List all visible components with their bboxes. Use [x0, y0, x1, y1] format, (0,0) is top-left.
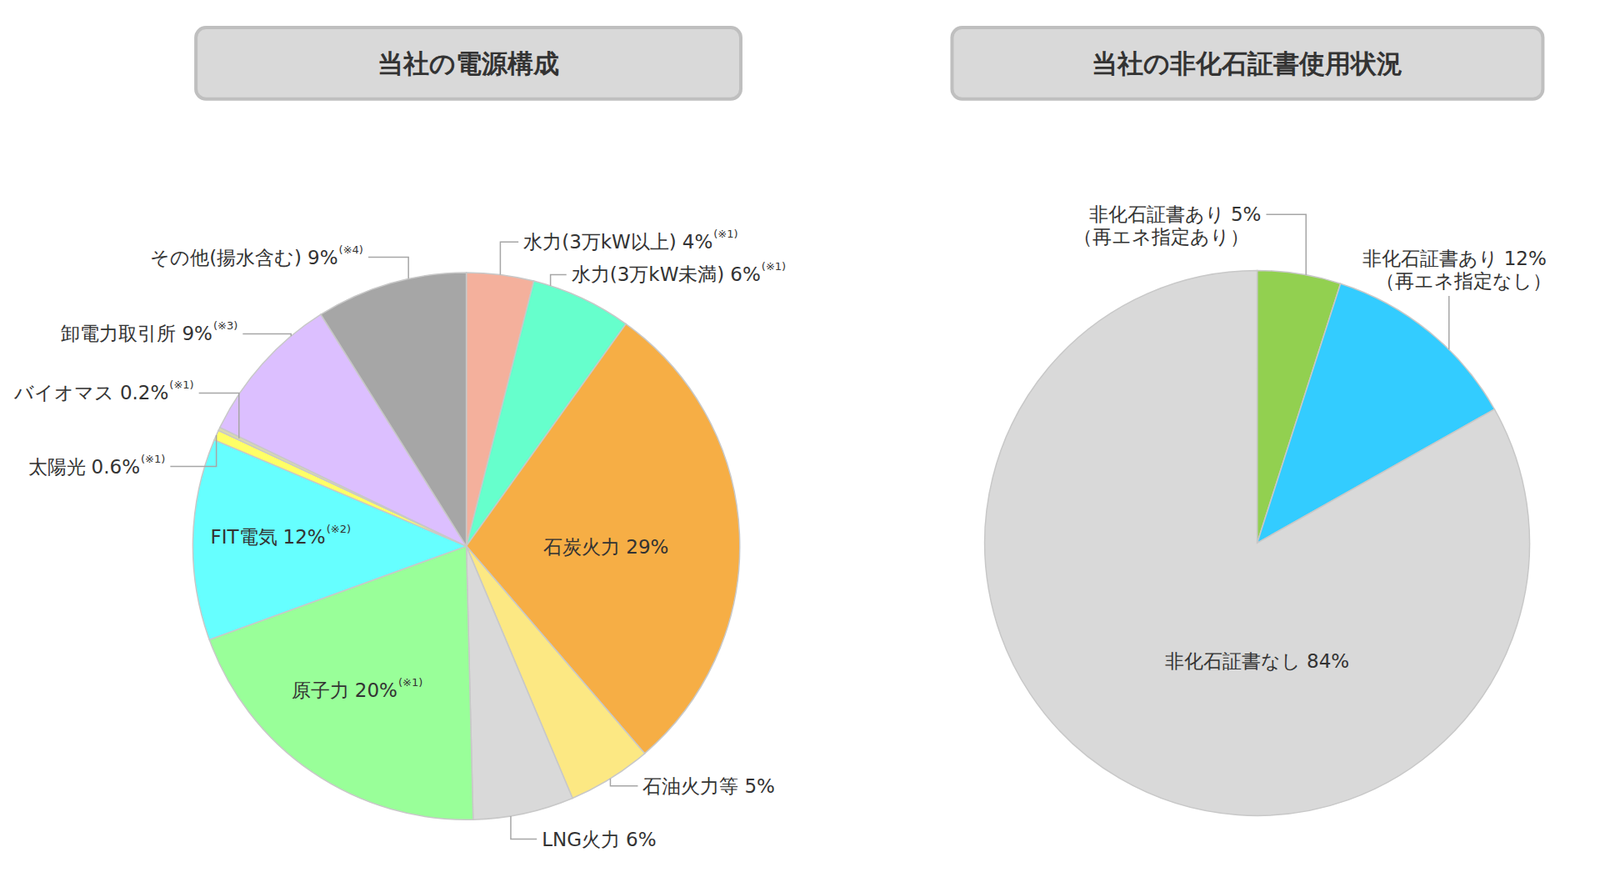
pie-slice: [320, 272, 467, 546]
value-label: 9%: [307, 246, 339, 269]
title-box: [195, 27, 741, 100]
note-mark: (※3): [213, 320, 238, 333]
sub-label: （再エネ指定あり）: [1073, 225, 1250, 248]
value-label: 12%: [1504, 247, 1547, 270]
leader-line: [199, 392, 240, 438]
data-label: 非化石証書なし84%: [1165, 650, 1350, 672]
category-label: 非化石証書あり: [1362, 247, 1499, 270]
category-label: 卸電力取引所: [60, 322, 176, 345]
data-label: 水力(3万kW以上)4%(※1): [523, 228, 738, 254]
value-label: 20%: [355, 679, 398, 701]
leader-line: [170, 435, 216, 467]
title-box: [951, 27, 1543, 100]
chart-title: 当社の非化石証書使用状況: [1091, 48, 1403, 79]
category-label: 原子力: [291, 679, 350, 701]
labels: 非化石証書あり5%（再エネ指定あり）非化石証書あり12%（再エネ指定なし）非化石…: [1073, 203, 1552, 672]
value-label: 84%: [1306, 650, 1350, 672]
note-mark: (※1): [169, 379, 194, 392]
category-label: その他(揚水含む): [150, 246, 302, 269]
chart-canvas: 当社の電源構成水力(3万kW以上)4%(※1)水力(3万kW未満)6%(※1)石…: [0, 0, 1600, 877]
data-label: 原子力20%(※1): [291, 675, 423, 701]
pie-slice: [985, 270, 1530, 815]
leader-line: [500, 241, 519, 275]
data-label: 石油火力等5%: [642, 775, 775, 797]
note-mark: (※1): [761, 260, 786, 274]
value-label: 9%: [181, 322, 213, 345]
data-label: バイオマス0.2%(※1): [13, 379, 195, 405]
value-label: 29%: [625, 535, 669, 558]
note-mark: (※4): [339, 243, 364, 256]
note-mark: (※1): [140, 452, 165, 465]
pie-chart: 当社の電源構成水力(3万kW以上)4%(※1)水力(3万kW未満)6%(※1)石…: [13, 27, 786, 850]
data-label: 非化石証書あり5%: [1089, 203, 1262, 225]
labels: 水力(3万kW以上)4%(※1)水力(3万kW未満)6%(※1)石炭火力29%石…: [13, 228, 786, 850]
data-label: 水力(3万kW未満)6%(※1): [571, 260, 786, 286]
pie-slice: [466, 545, 573, 820]
category-label: バイオマス: [13, 381, 115, 404]
note-mark: (※2): [326, 522, 351, 535]
leader-line: [1265, 214, 1306, 275]
category-label: 水力(3万kW以上): [523, 230, 677, 253]
leader-line: [1448, 295, 1450, 350]
data-label: 太陽光0.6%(※1): [28, 452, 166, 478]
data-label: その他(揚水含む)9%(※4): [150, 243, 364, 269]
data-label: 非化石証書あり12%: [1362, 247, 1547, 270]
leader-line: [368, 257, 409, 280]
leader-line: [550, 274, 567, 285]
category-label: 太陽光: [28, 455, 86, 478]
data-label: LNG火力6%: [541, 828, 656, 850]
category-label: 石炭火力: [543, 535, 620, 558]
value-label: 6%: [730, 263, 761, 285]
value-label: 0.2%: [120, 381, 169, 404]
data-label: 石炭火力29%: [543, 535, 669, 558]
chart-title: 当社の電源構成: [377, 48, 560, 79]
data-label: 卸電力取引所9%(※3): [60, 320, 238, 345]
category-label: 石油火力等: [642, 775, 739, 797]
data-label: FIT電気 12%(※2): [210, 522, 351, 548]
value-label: 6%: [625, 828, 657, 850]
note-mark: (※1): [713, 228, 738, 241]
value-label: 5%: [1230, 203, 1262, 225]
category-label: FIT電気: [210, 525, 277, 548]
pie-chart: 当社の非化石証書使用状況非化石証書あり5%（再エネ指定あり）非化石証書あり12%…: [951, 27, 1551, 815]
sub-label: （再エネ指定なし）: [1375, 270, 1552, 292]
slices: [985, 270, 1530, 815]
leader-line: [510, 815, 537, 840]
value-label: 4%: [682, 230, 714, 253]
value-label: 5%: [744, 775, 775, 797]
slices: [192, 272, 740, 820]
leader-line: [610, 778, 638, 786]
category-label: 水力(3万kW未満): [571, 263, 725, 285]
value-label: 0.6%: [91, 455, 140, 478]
value-label: 12%: [283, 525, 326, 548]
category-label: 非化石証書あり: [1089, 203, 1225, 225]
category-label: LNG火力: [541, 828, 620, 850]
leader-line: [242, 333, 291, 336]
note-mark: (※1): [398, 675, 423, 689]
category-label: 非化石証書なし: [1165, 650, 1301, 672]
